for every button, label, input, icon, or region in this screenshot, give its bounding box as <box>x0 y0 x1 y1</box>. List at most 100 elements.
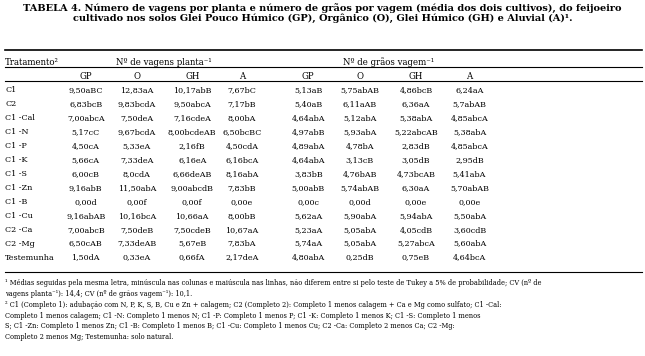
Text: 6,83bcB: 6,83bcB <box>69 100 103 108</box>
Text: 9,00abcdB: 9,00abcdB <box>171 184 213 192</box>
Text: 5,13aB: 5,13aB <box>294 86 322 94</box>
Text: 5,93abA: 5,93abA <box>343 128 377 136</box>
Text: 8,00bcdeAB: 8,00bcdeAB <box>168 128 217 136</box>
Text: 4,50cA: 4,50cA <box>72 142 100 150</box>
Text: 4,05cdB: 4,05cdB <box>399 226 433 234</box>
Text: 6,11aAB: 6,11aAB <box>342 100 377 108</box>
Text: 7,33deAB: 7,33deAB <box>117 240 156 248</box>
Text: 5,12abA: 5,12abA <box>343 114 377 122</box>
Text: 5,41abA: 5,41abA <box>453 170 486 178</box>
Text: 5,7abAB: 5,7abAB <box>453 100 486 108</box>
Text: 0,00d: 0,00d <box>74 198 97 206</box>
Text: 5,23aA: 5,23aA <box>294 226 322 234</box>
Text: 0,00c: 0,00c <box>297 198 319 206</box>
Text: 5,90abA: 5,90abA <box>343 212 377 220</box>
Text: 5,38abA: 5,38abA <box>399 114 433 122</box>
Text: 7,50deA: 7,50deA <box>120 114 154 122</box>
Text: 7,50deB: 7,50deB <box>120 226 154 234</box>
Text: A: A <box>239 72 245 80</box>
Text: 0,66fA: 0,66fA <box>179 253 206 262</box>
Text: 7,83bA: 7,83bA <box>228 240 256 248</box>
Text: 3,83bB: 3,83bB <box>294 170 322 178</box>
Text: 7,67bC: 7,67bC <box>228 86 256 94</box>
Text: 7,00abcA: 7,00abcA <box>67 114 104 122</box>
Text: 5,27abcA: 5,27abcA <box>397 240 435 248</box>
Text: 3,13cB: 3,13cB <box>346 156 374 164</box>
Text: TABELA 4. Número de vagens por planta e número de grãos por vagem (média dos doi: TABELA 4. Número de vagens por planta e … <box>23 4 622 14</box>
Text: 6,16bcA: 6,16bcA <box>225 156 259 164</box>
Text: 4,89abA: 4,89abA <box>292 142 325 150</box>
Text: 0,00e: 0,00e <box>459 198 481 206</box>
Text: 7,16cdeA: 7,16cdeA <box>174 114 211 122</box>
Text: A: A <box>466 72 473 80</box>
Text: 5,60abA: 5,60abA <box>453 240 486 248</box>
Text: ¹ Médias seguidas pela mesma letra, minúscula nas colunas e maiúscula nas linhas: ¹ Médias seguidas pela mesma letra, minú… <box>5 279 542 287</box>
Text: 9,83bcdA: 9,83bcdA <box>117 100 156 108</box>
Text: 5,67eB: 5,67eB <box>178 240 206 248</box>
Text: 4,80abA: 4,80abA <box>292 253 325 262</box>
Text: C2 -Ca: C2 -Ca <box>5 226 32 234</box>
Text: Testemunha: Testemunha <box>5 253 55 262</box>
Text: C1 -P: C1 -P <box>5 142 27 150</box>
Text: 5,05abA: 5,05abA <box>343 240 377 248</box>
Text: 2,83dB: 2,83dB <box>402 142 430 150</box>
Text: 5,70abAB: 5,70abAB <box>450 184 489 192</box>
Text: 0,25dB: 0,25dB <box>346 253 374 262</box>
Text: C1 -Cu: C1 -Cu <box>5 212 33 220</box>
Text: 4,78bA: 4,78bA <box>346 142 374 150</box>
Text: 1,50dA: 1,50dA <box>72 253 100 262</box>
Text: S; C1 -Zn: Completo 1 menos Zn; C1 -B: Completo 1 menos B; C1 -Cu: Completo 1 me: S; C1 -Zn: Completo 1 menos Zn; C1 -B: C… <box>5 322 455 330</box>
Text: 5,17cC: 5,17cC <box>72 128 100 136</box>
Text: 4,85abcA: 4,85abcA <box>451 114 488 122</box>
Text: 9,16abB: 9,16abB <box>69 184 103 192</box>
Text: C1 -B: C1 -B <box>5 198 28 206</box>
Text: 0,00e: 0,00e <box>231 198 253 206</box>
Text: C1 -S: C1 -S <box>5 170 27 178</box>
Text: 8,00bB: 8,00bB <box>228 212 256 220</box>
Text: 7,50cdeB: 7,50cdeB <box>174 226 211 234</box>
Text: 0,75eB: 0,75eB <box>402 253 430 262</box>
Text: Nº de vagens planta⁻¹: Nº de vagens planta⁻¹ <box>116 58 212 67</box>
Text: 2,16fB: 2,16fB <box>179 142 206 150</box>
Text: Completo 1 menos calagem; C1 -N: Completo 1 menos N; C1 -P: Completo 1 menos P; : Completo 1 menos calagem; C1 -N: Complet… <box>5 312 481 319</box>
Text: ² C1 (Completo 1): adubação com N, P, K, S, B, Cu e Zn + calagem; C2 (Completo 2: ² C1 (Completo 1): adubação com N, P, K,… <box>5 301 502 309</box>
Text: 6,16eA: 6,16eA <box>178 156 206 164</box>
Text: 12,83aA: 12,83aA <box>120 86 154 94</box>
Text: 5,33eA: 5,33eA <box>123 142 151 150</box>
Text: 4,73bcAB: 4,73bcAB <box>397 170 435 178</box>
Text: 0,00d: 0,00d <box>348 198 372 206</box>
Text: 4,97abB: 4,97abB <box>292 128 325 136</box>
Text: 5,50abA: 5,50abA <box>453 212 486 220</box>
Text: 4,86bcB: 4,86bcB <box>399 86 433 94</box>
Text: 4,85abcA: 4,85abcA <box>451 142 488 150</box>
Text: 3,05dB: 3,05dB <box>402 156 430 164</box>
Text: vagens planta⁻¹): 14,4; CV (nº de grãos vagem⁻¹): 10,1.: vagens planta⁻¹): 14,4; CV (nº de grãos … <box>5 290 192 298</box>
Text: O: O <box>357 72 363 80</box>
Text: 11,50abA: 11,50abA <box>117 184 156 192</box>
Text: 8,0cdA: 8,0cdA <box>123 170 151 178</box>
Text: 9,50abcA: 9,50abcA <box>174 100 211 108</box>
Text: GH: GH <box>185 72 199 80</box>
Text: C1: C1 <box>5 86 16 94</box>
Text: 8,00bA: 8,00bA <box>228 114 256 122</box>
Text: 2,95dB: 2,95dB <box>455 156 484 164</box>
Text: 10,16bcA: 10,16bcA <box>117 212 156 220</box>
Text: C2: C2 <box>5 100 16 108</box>
Text: 0,00f: 0,00f <box>126 198 147 206</box>
Text: 6,66deAB: 6,66deAB <box>172 170 212 178</box>
Text: 0,00f: 0,00f <box>182 198 203 206</box>
Text: C2 -Mg: C2 -Mg <box>5 240 35 248</box>
Text: 5,66cA: 5,66cA <box>72 156 100 164</box>
Text: 6,50bcBC: 6,50bcBC <box>222 128 262 136</box>
Text: C1 -N: C1 -N <box>5 128 28 136</box>
Text: GP: GP <box>302 72 315 80</box>
Text: 5,94abA: 5,94abA <box>399 212 433 220</box>
Text: 4,76bAB: 4,76bAB <box>342 170 377 178</box>
Text: 5,40aB: 5,40aB <box>294 100 322 108</box>
Text: 6,50cAB: 6,50cAB <box>69 240 103 248</box>
Text: 7,00abcB: 7,00abcB <box>67 226 104 234</box>
Text: 5,38abA: 5,38abA <box>453 128 486 136</box>
Text: 0,00e: 0,00e <box>405 198 427 206</box>
Text: C1 -K: C1 -K <box>5 156 28 164</box>
Text: Nº de grãos vagem⁻¹: Nº de grãos vagem⁻¹ <box>343 57 435 67</box>
